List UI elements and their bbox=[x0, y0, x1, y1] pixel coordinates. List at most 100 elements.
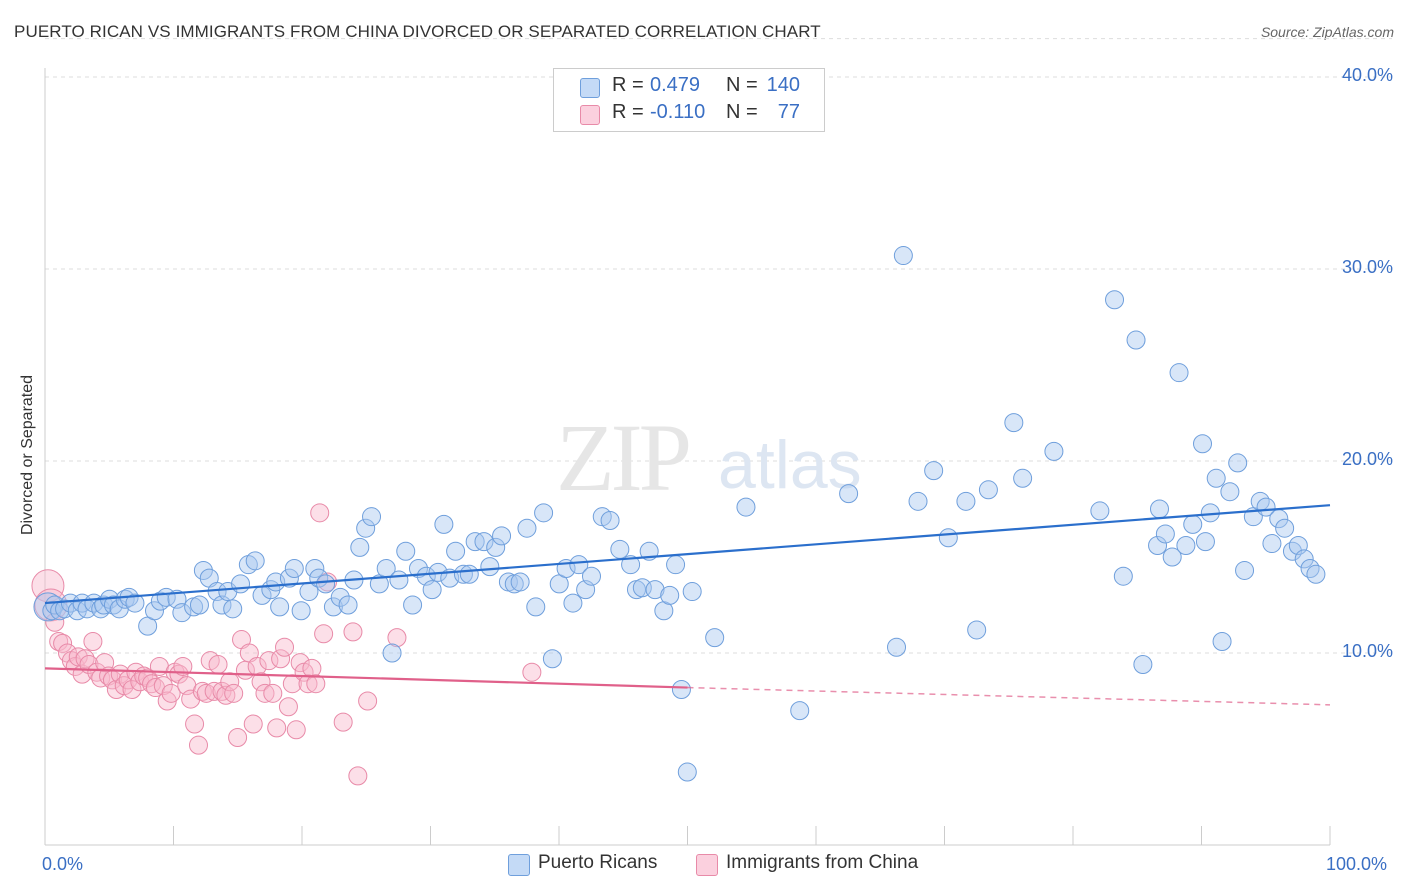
point-puerto-ricans bbox=[474, 532, 494, 552]
legend-swatch-blue bbox=[508, 854, 530, 876]
correlation-legend: R = 0.479 N = 140 R = -0.110 N = 77 bbox=[553, 68, 825, 132]
point-puerto-ricans bbox=[1004, 413, 1024, 433]
point-puerto-ricans bbox=[1306, 564, 1326, 584]
point-immigrants-from-china bbox=[75, 649, 95, 669]
point-puerto-ricans bbox=[279, 568, 299, 588]
point-immigrants-from-china bbox=[188, 735, 208, 755]
point-puerto-ricans bbox=[645, 580, 665, 600]
point-immigrants-from-china bbox=[306, 674, 326, 694]
point-puerto-ricans bbox=[408, 559, 428, 579]
point-puerto-ricans bbox=[382, 643, 402, 663]
x-tick-label-min: 0.0% bbox=[42, 854, 84, 874]
point-immigrants-from-china bbox=[142, 674, 162, 694]
point-puerto-ricans bbox=[434, 514, 454, 534]
legend-label: Puerto Ricans bbox=[538, 852, 658, 873]
point-puerto-ricans bbox=[150, 591, 170, 611]
point-immigrants-from-china bbox=[387, 628, 407, 648]
point-puerto-ricans bbox=[563, 593, 583, 613]
point-immigrants-from-china bbox=[196, 683, 216, 703]
point-immigrants-from-china bbox=[243, 714, 263, 734]
point-immigrants-from-china bbox=[228, 727, 248, 747]
point-puerto-ricans bbox=[893, 246, 913, 266]
point-immigrants-from-china bbox=[212, 681, 232, 701]
point-puerto-ricans bbox=[125, 593, 145, 613]
point-immigrants-from-china bbox=[314, 624, 334, 644]
legend-swatch-pink bbox=[696, 854, 718, 876]
point-puerto-ricans bbox=[189, 595, 209, 615]
point-puerto-ricans bbox=[1228, 453, 1248, 473]
point-puerto-ricans bbox=[736, 497, 756, 517]
point-immigrants-from-china bbox=[290, 653, 310, 673]
point-puerto-ricans bbox=[245, 551, 265, 571]
point-puerto-ricans bbox=[446, 541, 466, 561]
gridlines bbox=[45, 38, 1392, 654]
point-puerto-ricans bbox=[231, 574, 251, 594]
point-puerto-ricans bbox=[526, 597, 546, 617]
point-puerto-ricans bbox=[480, 557, 500, 577]
trendline-immigrants-from-china-extrapolated bbox=[687, 686, 1331, 706]
trendline-puerto-ricans bbox=[44, 504, 1331, 605]
point-puerto-ricans bbox=[682, 582, 702, 602]
point-immigrants-from-china bbox=[45, 612, 65, 632]
legend-r-value: -0.110 bbox=[650, 101, 706, 123]
point-puerto-ricans bbox=[666, 555, 686, 575]
point-immigrants-from-china bbox=[138, 668, 158, 688]
watermark-atlas: atlas bbox=[718, 427, 862, 503]
point-puerto-ricans bbox=[350, 537, 370, 557]
point-puerto-ricans bbox=[1220, 482, 1240, 502]
point-puerto-ricans bbox=[103, 595, 123, 615]
series-immigrants-from-china bbox=[31, 503, 542, 786]
point-immigrants-from-china bbox=[343, 622, 363, 642]
legend-r-value: 0.479 bbox=[650, 74, 701, 96]
point-puerto-ricans bbox=[839, 484, 859, 504]
point-puerto-ricans bbox=[887, 637, 907, 657]
point-puerto-ricans bbox=[1155, 524, 1175, 544]
point-puerto-ricans bbox=[1126, 330, 1146, 350]
point-puerto-ricans bbox=[1256, 497, 1276, 517]
point-immigrants-from-china bbox=[310, 503, 330, 523]
point-immigrants-from-china bbox=[259, 651, 279, 671]
point-puerto-ricans bbox=[1133, 655, 1153, 675]
point-immigrants-from-china bbox=[153, 676, 173, 696]
point-immigrants-from-china bbox=[278, 697, 298, 717]
point-puerto-ricans bbox=[1176, 535, 1196, 555]
point-immigrants-from-china bbox=[275, 637, 295, 657]
point-immigrants-from-china bbox=[286, 720, 306, 740]
point-puerto-ricans bbox=[486, 537, 506, 557]
point-puerto-ricans bbox=[1162, 547, 1182, 567]
y-tick-label: 40.0% bbox=[1341, 65, 1393, 85]
point-puerto-ricans bbox=[223, 599, 243, 619]
point-immigrants-from-china bbox=[185, 714, 205, 734]
x-tick-label-max: 100.0% bbox=[1326, 854, 1388, 874]
point-immigrants-from-china bbox=[87, 662, 107, 682]
point-puerto-ricans bbox=[978, 480, 998, 500]
point-puerto-ricans bbox=[144, 601, 164, 621]
point-puerto-ricans bbox=[330, 587, 350, 607]
point-puerto-ricans bbox=[338, 595, 358, 615]
point-puerto-ricans bbox=[517, 518, 537, 538]
point-puerto-ricans bbox=[938, 528, 958, 548]
point-puerto-ricans bbox=[1282, 541, 1302, 561]
point-immigrants-from-china bbox=[271, 649, 291, 669]
point-puerto-ricans bbox=[534, 503, 554, 523]
series-legend: Puerto Ricans Immigrants from China bbox=[0, 852, 1406, 876]
point-puerto-ricans bbox=[542, 649, 562, 669]
point-immigrants-from-china bbox=[255, 683, 275, 703]
point-puerto-ricans bbox=[1183, 514, 1203, 534]
point-puerto-ricans bbox=[316, 574, 336, 594]
point-immigrants-from-china bbox=[173, 656, 193, 676]
legend-r-label: R = bbox=[612, 101, 644, 123]
point-puerto-ricans bbox=[291, 601, 311, 621]
point-puerto-ricans bbox=[1294, 549, 1314, 569]
point-puerto-ricans bbox=[967, 620, 987, 640]
legend-row-immigrants-from-china: R = -0.110 N = 77 bbox=[554, 101, 824, 127]
point-puerto-ricans bbox=[1090, 501, 1110, 521]
point-puerto-ricans bbox=[270, 597, 290, 617]
point-puerto-ricans bbox=[1195, 532, 1215, 552]
point-puerto-ricans bbox=[1113, 566, 1133, 586]
point-puerto-ricans bbox=[356, 518, 376, 538]
point-puerto-ricans bbox=[671, 679, 691, 699]
point-puerto-ricans bbox=[1149, 499, 1169, 519]
point-immigrants-from-china bbox=[53, 633, 73, 653]
